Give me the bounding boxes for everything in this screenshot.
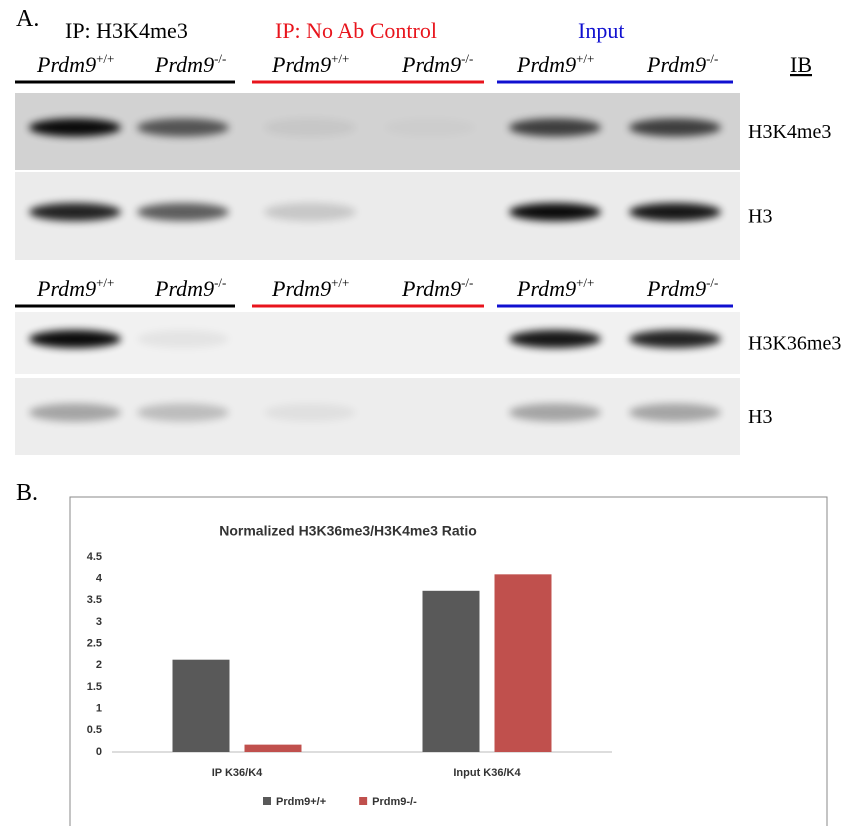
bar — [173, 660, 230, 752]
lane-header: Prdm9-/- — [154, 275, 226, 301]
lane-header: Prdm9-/- — [401, 275, 473, 301]
band — [137, 330, 229, 348]
gene-name: Prdm9 — [516, 276, 576, 301]
genotype: -/- — [461, 275, 473, 290]
bar — [245, 745, 302, 752]
panel-label: A. — [16, 6, 39, 32]
figure: A. IB H3K4me3 H3 H3K36me3 H3 IP: H3K4me3 IP: … — [0, 0, 862, 826]
group-label: Input — [578, 18, 624, 43]
band — [29, 404, 121, 422]
band — [29, 330, 121, 348]
lane-header: Prdm9+/+ — [271, 275, 349, 301]
group-label: IP: H3K4me3 — [65, 18, 188, 43]
band — [629, 330, 721, 348]
blot-label: H3K4me3 — [748, 121, 831, 143]
band — [29, 119, 121, 137]
gene-name: Prdm9 — [646, 52, 706, 77]
y-tick-label: 1.5 — [87, 681, 102, 693]
bar — [495, 574, 552, 752]
blot-label: H3 — [748, 406, 772, 428]
band — [264, 203, 356, 221]
blot-panel — [15, 172, 740, 260]
x-tick-label: IP K36/K4 — [212, 767, 263, 779]
band — [509, 119, 601, 137]
genotype: +/+ — [96, 51, 114, 66]
legend-swatch — [359, 797, 367, 805]
y-tick-label: 4.5 — [87, 551, 102, 563]
lane-header: Prdm9-/- — [646, 51, 718, 77]
lane-header: Prdm9+/+ — [516, 51, 594, 77]
gene-name: Prdm9 — [36, 52, 96, 77]
y-tick-label: 2.5 — [87, 638, 102, 650]
lane-header: Prdm9+/+ — [36, 275, 114, 301]
lane-header: Prdm9+/+ — [271, 51, 349, 77]
genotype: +/+ — [331, 275, 349, 290]
gene-name: Prdm9 — [401, 52, 461, 77]
y-tick-label: 1 — [96, 703, 102, 715]
blot-panel — [15, 312, 740, 374]
ib-label: IB — [790, 52, 812, 77]
band — [384, 119, 476, 137]
band — [509, 404, 601, 422]
blot-panel — [15, 378, 740, 455]
gene-name: Prdm9 — [154, 276, 214, 301]
y-tick-label: 0.5 — [87, 724, 102, 736]
blot-label: H3K36me3 — [748, 333, 841, 355]
band — [629, 404, 721, 422]
lane-header: Prdm9+/+ — [516, 275, 594, 301]
genotype: +/+ — [331, 51, 349, 66]
y-tick-label: 2 — [96, 659, 102, 671]
lane-header: Prdm9+/+ — [36, 51, 114, 77]
gene-name: Prdm9 — [36, 276, 96, 301]
gene-name: Prdm9 — [516, 52, 576, 77]
gene-name: Prdm9 — [271, 52, 331, 77]
genotype: -/- — [214, 51, 226, 66]
y-tick-label: 0 — [96, 746, 102, 758]
gene-name: Prdm9 — [154, 52, 214, 77]
genotype: -/- — [461, 51, 473, 66]
lane-header: Prdm9-/- — [401, 51, 473, 77]
genotype: +/+ — [576, 275, 594, 290]
bar — [423, 591, 480, 752]
legend-swatch — [263, 797, 271, 805]
band — [137, 119, 229, 137]
genotype: +/+ — [576, 51, 594, 66]
lane-header: Prdm9-/- — [646, 275, 718, 301]
band — [137, 203, 229, 221]
legend-label: Prdm9+/+ — [276, 796, 326, 808]
band — [629, 119, 721, 137]
blot-panel — [15, 93, 740, 170]
lane-header: Prdm9-/- — [154, 51, 226, 77]
genotype: +/+ — [96, 275, 114, 290]
band — [264, 404, 356, 422]
panel-label: B. — [16, 480, 38, 506]
western-blot — [15, 93, 740, 455]
group-label: IP: No Ab Control — [275, 18, 437, 43]
gene-name: Prdm9 — [646, 276, 706, 301]
chart-title: Normalized H3K36me3/H3K4me3 Ratio — [219, 523, 477, 539]
band — [509, 330, 601, 348]
band — [137, 404, 229, 422]
y-tick-label: 3 — [96, 616, 102, 628]
chart: B. Normalized H3K36me3/H3K4me3 Ratio 0 0.… — [16, 480, 827, 826]
y-tick-label: 3.5 — [87, 594, 102, 606]
genotype: -/- — [706, 275, 718, 290]
legend-label: Prdm9-/- — [372, 796, 417, 808]
band — [29, 203, 121, 221]
y-tick-label: 4 — [96, 573, 103, 585]
band — [264, 119, 356, 137]
band — [509, 203, 601, 221]
genotype: -/- — [214, 275, 226, 290]
band — [629, 203, 721, 221]
gene-name: Prdm9 — [401, 276, 461, 301]
gene-name: Prdm9 — [271, 276, 331, 301]
genotype: -/- — [706, 51, 718, 66]
blot-label: H3 — [748, 206, 772, 228]
x-tick-label: Input K36/K4 — [453, 767, 521, 779]
